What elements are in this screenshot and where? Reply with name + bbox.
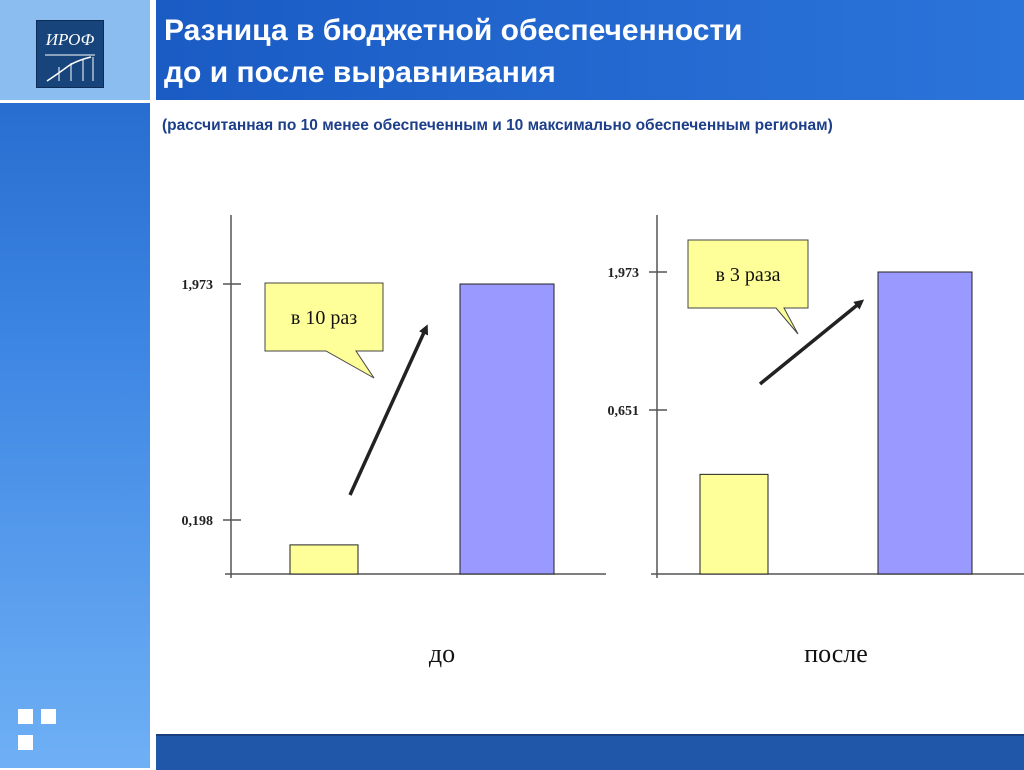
divider-vertical	[150, 0, 156, 768]
logo: ИРОФ	[36, 20, 104, 88]
page-title: Разница в бюджетной обеспеченности до и …	[164, 10, 1014, 94]
y-tick-label: 0,651	[608, 404, 640, 419]
category-label: до	[429, 639, 455, 668]
callout-text: в 3 раза	[715, 264, 780, 286]
decor-square	[41, 709, 56, 724]
arrow	[758, 299, 865, 386]
callout-box	[687, 239, 809, 335]
header-bar	[156, 0, 1024, 100]
y-tick-label: 1,973	[182, 278, 214, 293]
bar-low	[699, 473, 769, 575]
category-label: после	[804, 639, 868, 668]
logo-area: ИРОФ	[0, 0, 150, 100]
logo-text: ИРОФ	[45, 30, 95, 49]
callout-text: в 10 раз	[291, 307, 357, 329]
bar-high	[877, 271, 973, 575]
logo-icon: ИРОФ	[45, 30, 95, 82]
decor-square	[18, 735, 33, 750]
y-tick-label: 1,973	[608, 266, 640, 281]
bar-low	[289, 544, 359, 575]
sidebar	[0, 0, 150, 768]
bar-high	[459, 283, 555, 575]
y-tick-label: 0,198	[182, 514, 214, 529]
decor-square	[18, 709, 33, 724]
title-line-1: Разница в бюджетной обеспеченности	[164, 14, 743, 47]
title-line-2: до и после выравнивания	[164, 56, 556, 89]
footer-bar	[156, 734, 1024, 770]
page-subtitle: (рассчитанная по 10 менее обеспеченным и…	[162, 117, 833, 134]
callout-box	[264, 282, 384, 379]
chart-area: 0,198 1,973 до в 10 раз 0,651 1,973 после в 3 р…	[182, 215, 1024, 668]
arrow	[348, 324, 429, 496]
divider-horizontal	[0, 100, 150, 103]
